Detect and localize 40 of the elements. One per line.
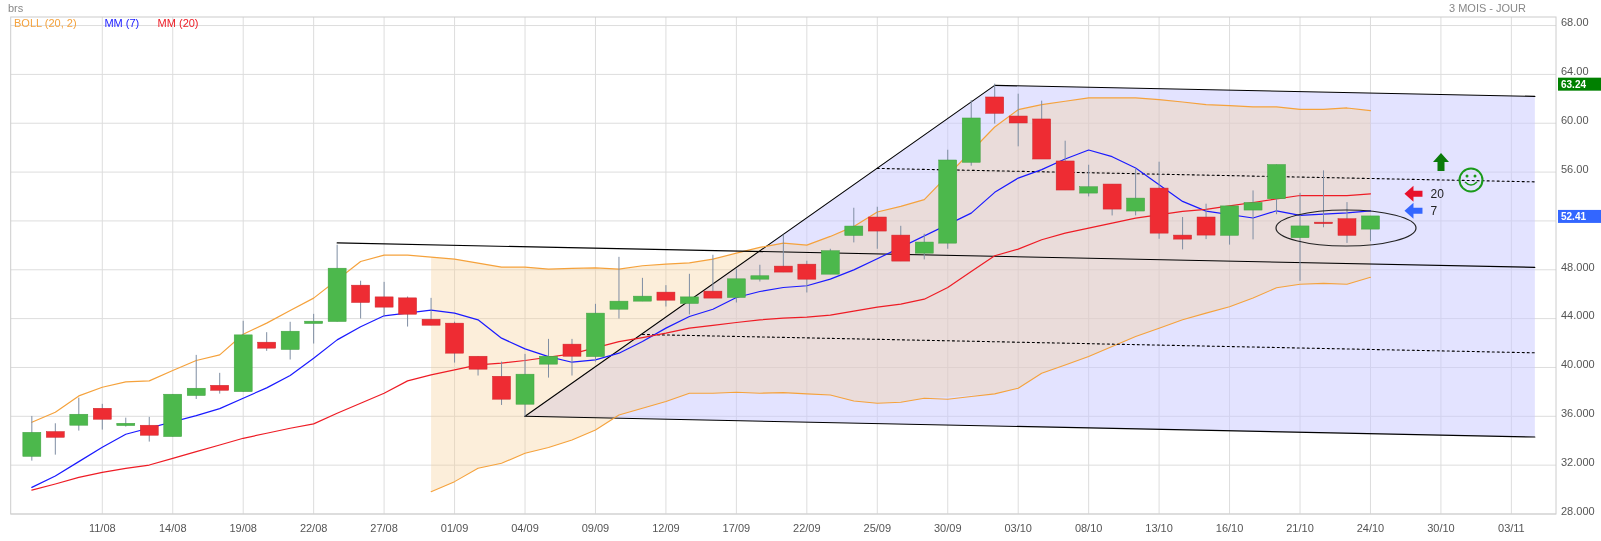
- y-tick-label: 60.00: [1561, 114, 1589, 127]
- x-tick-label: 14/08: [158, 522, 187, 534]
- chart-title: brs: [8, 2, 24, 14]
- text: BOLL (20, 2): [14, 17, 77, 29]
- x-tick-label: 27/08: [370, 522, 398, 534]
- y-tick-label: 68.00: [1561, 16, 1589, 29]
- y-tick-label: 36.000: [1561, 407, 1595, 420]
- x-tick-label: 30/09: [933, 522, 962, 534]
- x-tick-label: 22/09: [793, 522, 821, 534]
- annotation: 20: [1430, 187, 1445, 202]
- chart-subtitle: 3 MOIS - JOUR: [1448, 2, 1527, 14]
- x-tick-label: 19/08: [229, 522, 257, 534]
- x-tick-label: 17/09: [722, 522, 751, 534]
- y-tick-label: 64.00: [1561, 65, 1589, 78]
- x-tick-label: 03/10: [1004, 522, 1032, 534]
- y-tick-label: 44.000: [1561, 309, 1595, 322]
- x-tick-label: 30/10: [1427, 522, 1455, 534]
- text: 63.24: [1561, 78, 1587, 90]
- y-tick-label: 32.000: [1561, 456, 1595, 468]
- x-tick-label: 24/10: [1356, 522, 1385, 534]
- text: MM (7): [104, 17, 140, 29]
- y-tick-label: 40.000: [1561, 358, 1595, 371]
- x-tick-label: 08/10: [1074, 522, 1103, 534]
- x-tick-label: 01/09: [440, 522, 469, 534]
- text: MM (20): [157, 17, 199, 29]
- annotation: 7: [1430, 203, 1438, 218]
- x-tick-label: 11/08: [88, 522, 116, 534]
- text: 52.41: [1561, 210, 1587, 222]
- y-tick-label: 56.00: [1561, 162, 1589, 175]
- y-tick-label: 48.000: [1561, 260, 1595, 273]
- x-tick-label: 25/09: [863, 522, 892, 534]
- x-tick-label: 09/09: [581, 522, 610, 534]
- x-tick-label: 22/08: [299, 522, 328, 534]
- x-tick-label: 03/11: [1498, 522, 1525, 534]
- x-tick-label: 16/10: [1215, 522, 1244, 534]
- x-tick-label: 12/09: [652, 522, 680, 534]
- x-tick-label: 04/09: [511, 522, 539, 534]
- y-tick-label: 28.000: [1561, 504, 1595, 517]
- x-tick-label: 13/10: [1145, 522, 1173, 534]
- x-tick-label: 21/10: [1286, 522, 1314, 534]
